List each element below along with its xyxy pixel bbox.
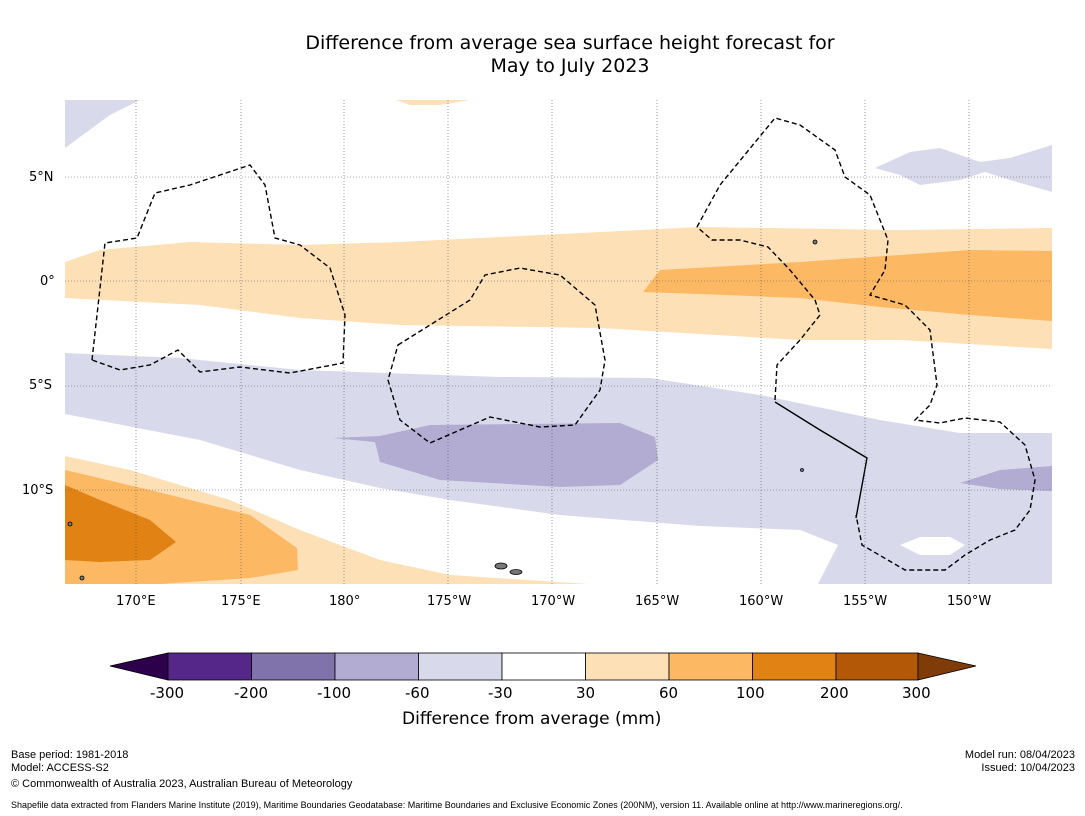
eez-boundaries (91, 117, 1036, 571)
lon-label: 170°E (116, 594, 156, 609)
lat-label: 5°N (29, 170, 54, 185)
colorbar-tick: -60 (405, 684, 430, 702)
lon-label: 175°W (427, 594, 472, 609)
region-purple-east (960, 466, 1052, 491)
colorbar-bin (835, 652, 919, 681)
colorbar-bin (418, 652, 503, 681)
region-light-purple-nw (65, 100, 140, 148)
colorbar-bin (668, 652, 753, 681)
colorbar-tick: 30 (576, 684, 596, 702)
lon-label: 165°W (635, 594, 680, 609)
colorbar-extend-high (917, 652, 977, 681)
region-dark-orange-sw (65, 485, 176, 562)
colorbar-bin (251, 652, 336, 681)
colorbar-tick: 60 (659, 684, 679, 702)
lon-label: 180° (329, 594, 361, 609)
colorbar-bin (167, 652, 252, 681)
colorbar-label: Difference from average (mm) (402, 709, 662, 729)
colorbar-bin (752, 652, 837, 681)
lon-label: 155°W (843, 594, 888, 609)
colorbar-bin (585, 652, 670, 681)
lon-label: 160°W (739, 594, 784, 609)
region-white-blob (900, 537, 965, 555)
colorbar-tick: -300 (150, 684, 185, 702)
lat-label: 10°S (22, 483, 54, 498)
colorbar (109, 652, 977, 681)
colorbar-tick: -200 (234, 684, 269, 702)
title-line-1: Difference from average sea surface heig… (305, 32, 835, 54)
colorbar-bin (334, 652, 419, 681)
lon-label: 170°W (531, 594, 576, 609)
colorbar-tick: -30 (488, 684, 513, 702)
region-orange-band (643, 250, 1052, 321)
lon-label: 175°E (221, 594, 261, 609)
region-light-orange-n (396, 100, 470, 105)
copyright: © Commonwealth of Australia 2023, Austra… (11, 778, 353, 790)
issued: Issued: 10/04/2023 (981, 762, 1075, 774)
base-period: Base period: 1981-2018 (11, 749, 129, 761)
shapefile-credit: Shapefile data extracted from Flanders M… (11, 800, 903, 810)
lon-label: 150°W (947, 594, 992, 609)
lat-label: 0° (40, 274, 55, 289)
colorbar-tick: -100 (317, 684, 352, 702)
title-line-2: May to July 2023 (490, 55, 650, 77)
colorbar-bin (501, 652, 586, 681)
region-light-purple-ne (875, 145, 1052, 192)
lat-label: 5°S (29, 378, 53, 393)
model: Model: ACCESS-S2 (11, 762, 109, 774)
colorbar-tick: 100 (736, 684, 765, 702)
colorbar-tick: 200 (820, 684, 849, 702)
model-run: Model run: 08/04/2023 (964, 749, 1075, 761)
colorbar-extend-low (109, 652, 169, 681)
region-light-orange-band (65, 227, 1052, 349)
region-purple-central (333, 423, 658, 487)
boundary-solid (774, 401, 868, 519)
gridlines (65, 100, 1052, 584)
islands (67, 239, 818, 581)
colorbar-tick: 300 (902, 684, 931, 702)
